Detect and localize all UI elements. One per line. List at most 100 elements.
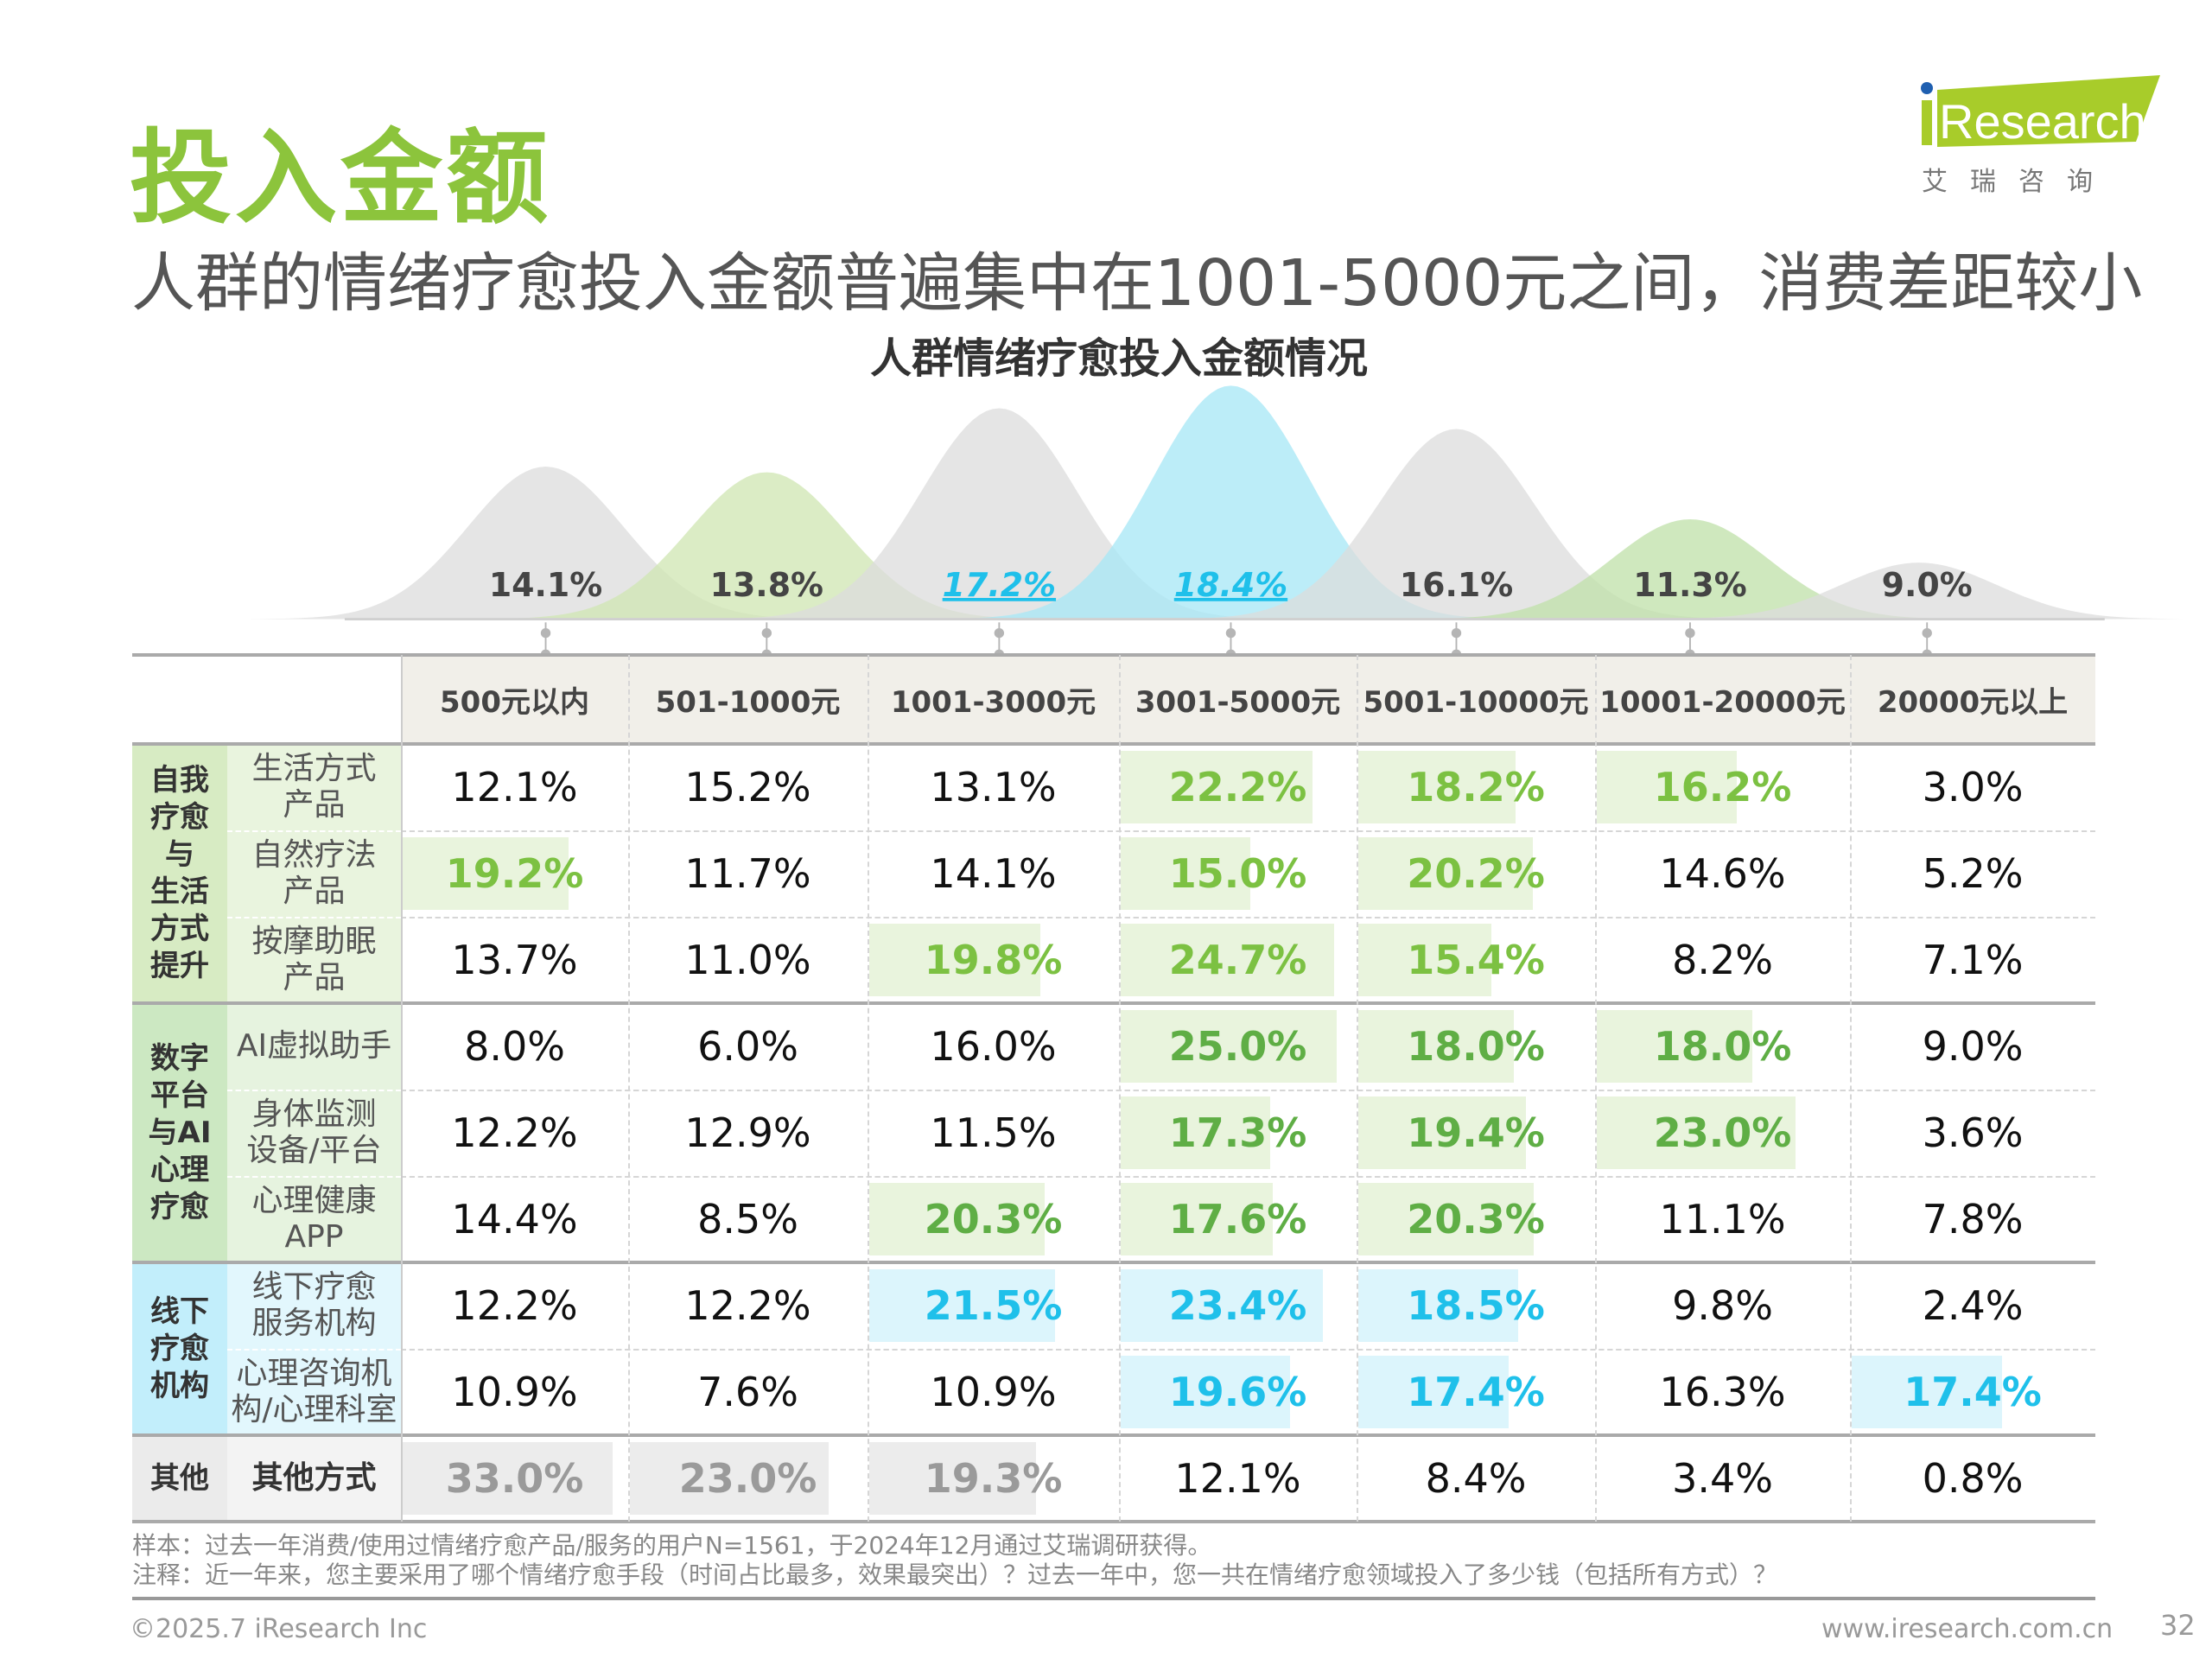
row-label: 身体监测 设备/平台 bbox=[227, 1090, 401, 1176]
table-cell: 10.9% bbox=[401, 1349, 628, 1435]
table-cell: 12.2% bbox=[401, 1090, 628, 1176]
highlight-bar bbox=[1121, 1010, 1337, 1083]
website-link[interactable]: www.iresearch.com.cn bbox=[1821, 1614, 2113, 1644]
copyright: ©2025.7 iResearch Inc bbox=[130, 1614, 428, 1644]
cell-value: 17.6% bbox=[1168, 1196, 1307, 1243]
highlight-bar bbox=[1358, 837, 1533, 910]
column-header: 3001-5000元 bbox=[1119, 655, 1357, 744]
highlight-bar bbox=[1597, 1096, 1796, 1169]
highlight-bar bbox=[1358, 751, 1516, 823]
row-divider bbox=[227, 830, 401, 832]
cell-value: 17.4% bbox=[1407, 1369, 1545, 1415]
group-divider bbox=[132, 1520, 2095, 1523]
table-cell: 8.5% bbox=[628, 1176, 868, 1262]
table-cell: 3.6% bbox=[1850, 1090, 2095, 1176]
cell-value: 7.1% bbox=[1922, 937, 2024, 983]
row-label: 心理健康 APP bbox=[227, 1176, 401, 1262]
cell-value: 23.0% bbox=[1653, 1109, 1792, 1156]
highlight-bar bbox=[1121, 1269, 1323, 1342]
table-cell: 23.0% bbox=[1595, 1090, 1850, 1176]
highlight-bar bbox=[1121, 837, 1250, 910]
group-label: 数字 平台 与AI 心理 疗愈 bbox=[132, 1003, 227, 1262]
group-label: 线下 疗愈 机构 bbox=[132, 1262, 227, 1435]
column-divider bbox=[401, 655, 403, 1522]
highlight-bar bbox=[403, 1442, 613, 1515]
table-cell: 19.4% bbox=[1357, 1090, 1595, 1176]
cell-value: 14.1% bbox=[930, 850, 1057, 897]
cell-value: 18.0% bbox=[1407, 1023, 1545, 1070]
highlight-bar bbox=[1597, 751, 1737, 823]
group-divider bbox=[132, 1433, 2095, 1437]
cell-value: 25.0% bbox=[1168, 1023, 1307, 1070]
cell-value: 24.7% bbox=[1168, 937, 1307, 983]
iresearch-logo: Research 艾瑞咨询 bbox=[1921, 75, 2160, 197]
page-subtitle: 人群的情绪疗愈投入金额普遍集中在1001-5000元之间，消费差距较小 bbox=[131, 246, 2143, 321]
cell-value: 10.9% bbox=[451, 1369, 578, 1415]
column-header: 500元以内 bbox=[401, 655, 628, 744]
highlight-bar bbox=[869, 924, 1040, 996]
table-cell: 20.3% bbox=[1357, 1176, 1595, 1262]
cell-value: 14.4% bbox=[451, 1196, 578, 1243]
row-divider bbox=[401, 1090, 2095, 1091]
table-cell: 17.6% bbox=[1119, 1176, 1357, 1262]
distribution-curve bbox=[1395, 519, 1985, 620]
column-divider bbox=[1850, 655, 1852, 1522]
cell-value: 15.0% bbox=[1168, 850, 1307, 897]
cell-value: 12.1% bbox=[451, 764, 578, 810]
table-cell: 21.5% bbox=[868, 1262, 1119, 1349]
row-divider bbox=[227, 1349, 401, 1351]
cell-value: 33.0% bbox=[445, 1455, 584, 1502]
svg-text:Research: Research bbox=[1939, 94, 2146, 149]
table-cell: 12.2% bbox=[401, 1262, 628, 1349]
footnotes: 样本：过去一年消费/使用过情绪疗愈产品/服务的用户N=1561，于2024年12… bbox=[132, 1531, 1777, 1590]
cell-value: 9.8% bbox=[1672, 1282, 1773, 1329]
table-cell: 16.3% bbox=[1595, 1349, 1850, 1435]
table-cell: 8.0% bbox=[401, 1003, 628, 1090]
table-cell: 2.4% bbox=[1850, 1262, 2095, 1349]
highlight-bar bbox=[1358, 1096, 1526, 1169]
table-cell: 11.1% bbox=[1595, 1176, 1850, 1262]
highlight-bar bbox=[1358, 1269, 1518, 1342]
cell-value: 20.3% bbox=[924, 1196, 1063, 1243]
highlight-bar bbox=[1852, 1356, 2002, 1428]
table-cell: 7.8% bbox=[1850, 1176, 2095, 1262]
cell-value: 23.4% bbox=[1168, 1282, 1307, 1329]
table-cell: 11.0% bbox=[628, 917, 868, 1003]
cell-value: 11.5% bbox=[930, 1109, 1057, 1156]
table-cell: 11.5% bbox=[868, 1090, 1119, 1176]
table-cell: 7.6% bbox=[628, 1349, 868, 1435]
table-cell: 20.3% bbox=[868, 1176, 1119, 1262]
table-cell: 33.0% bbox=[401, 1435, 628, 1522]
cell-value: 11.1% bbox=[1659, 1196, 1786, 1243]
row-label: 其他方式 bbox=[227, 1435, 401, 1522]
table-cell: 3.0% bbox=[1850, 744, 2095, 830]
cell-value: 8.5% bbox=[697, 1196, 798, 1243]
highlight-bar bbox=[403, 837, 569, 910]
cell-value: 11.7% bbox=[684, 850, 811, 897]
cell-value: 11.0% bbox=[684, 937, 811, 983]
table-cell: 13.1% bbox=[868, 744, 1119, 830]
header-rule bbox=[132, 742, 2095, 746]
table-cell: 23.4% bbox=[1119, 1262, 1357, 1349]
table-cell: 25.0% bbox=[1119, 1003, 1357, 1090]
cell-value: 12.2% bbox=[451, 1109, 578, 1156]
sample-note: 样本：过去一年消费/使用过情绪疗愈产品/服务的用户N=1561，于2024年12… bbox=[132, 1531, 1212, 1560]
column-divider bbox=[628, 655, 630, 1522]
table-cell: 18.0% bbox=[1595, 1003, 1850, 1090]
value-label: 17.2% bbox=[943, 566, 1056, 604]
cell-value: 17.4% bbox=[1904, 1369, 2042, 1415]
table-cell: 18.2% bbox=[1357, 744, 1595, 830]
highlight-bar bbox=[630, 1442, 829, 1515]
cell-value: 12.9% bbox=[684, 1109, 811, 1156]
highlight-bar bbox=[1121, 751, 1313, 823]
svg-text:艾瑞咨询: 艾瑞咨询 bbox=[1922, 167, 2115, 197]
group-label: 自我 疗愈 与 生活 方式 提升 bbox=[132, 744, 227, 1003]
cell-value: 7.8% bbox=[1922, 1196, 2024, 1243]
distribution-curve bbox=[704, 408, 1294, 620]
cell-value: 23.0% bbox=[678, 1455, 817, 1502]
cell-value: 3.6% bbox=[1922, 1109, 2024, 1156]
table-cell: 0.8% bbox=[1850, 1435, 2095, 1522]
row-label: 线下疗愈 服务机构 bbox=[227, 1262, 401, 1349]
table-cell: 23.0% bbox=[628, 1435, 868, 1522]
table-cell: 11.7% bbox=[628, 830, 868, 917]
